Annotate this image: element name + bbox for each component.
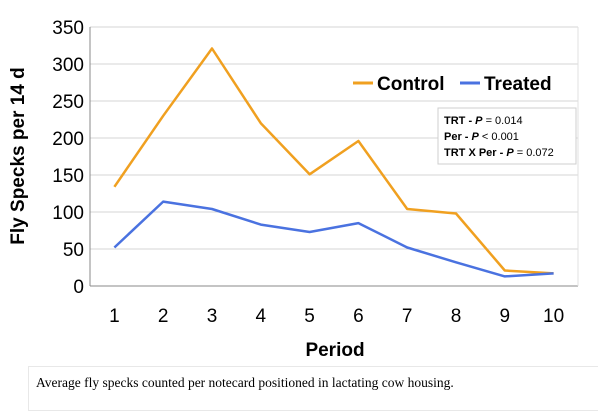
stat-trt: TRT - P = 0.014 — [444, 115, 523, 127]
x-tick-label: 7 — [402, 306, 413, 327]
y-tick-label: 50 — [63, 240, 84, 261]
axes — [89, 27, 579, 287]
figure-caption: Average fly specks counted per notecard … — [36, 375, 454, 390]
y-axis-title: Fly Specks per 14 d — [8, 67, 29, 244]
y-tick-label: 150 — [52, 166, 84, 187]
stat-per: Per - P < 0.001 — [444, 131, 519, 143]
x-tick-label: 8 — [451, 306, 462, 327]
statistics-box: TRT - P = 0.014 Per - P < 0.001 TRT X Pe… — [437, 107, 577, 165]
x-tick-label: 2 — [158, 306, 169, 327]
legend-label-treated: Treated — [484, 74, 552, 95]
fly-specks-line-chart: 0 50 100 150 200 250 300 350 1 2 3 4 5 6 7 8 9 10 Fly Sp… — [8, 18, 579, 361]
y-tick-label: 0 — [73, 277, 84, 298]
y-tick-label: 300 — [52, 55, 84, 76]
x-axis-title: Period — [305, 340, 364, 361]
x-tick-labels: 1 2 3 4 5 6 7 8 9 10 — [109, 306, 564, 327]
series-line-control — [113, 47, 554, 275]
y-tick-label: 250 — [52, 92, 84, 113]
x-tick-label: 3 — [207, 306, 218, 327]
y-tick-label: 350 — [52, 18, 84, 39]
y-tick-label: 200 — [52, 129, 84, 150]
series-lines — [113, 47, 554, 278]
caption-box — [28, 366, 598, 411]
x-tick-label: 6 — [353, 306, 364, 327]
x-tick-label: 4 — [256, 306, 267, 327]
x-tick-label: 10 — [543, 306, 564, 327]
x-tick-label: 1 — [109, 306, 120, 327]
x-tick-label: 5 — [304, 306, 315, 327]
legend: Control Treated — [348, 67, 563, 99]
series-line-treated — [113, 200, 554, 278]
statistics-box-frame — [437, 107, 577, 165]
y-tick-labels: 0 50 100 150 200 250 300 350 — [52, 18, 84, 298]
gridlines — [90, 26, 578, 250]
stat-trt-x-per: TRT X Per - P = 0.072 — [444, 147, 554, 159]
x-tick-label: 9 — [500, 306, 511, 327]
y-tick-label: 100 — [52, 203, 84, 224]
legend-label-control: Control — [377, 74, 445, 95]
legend-box — [348, 67, 563, 99]
